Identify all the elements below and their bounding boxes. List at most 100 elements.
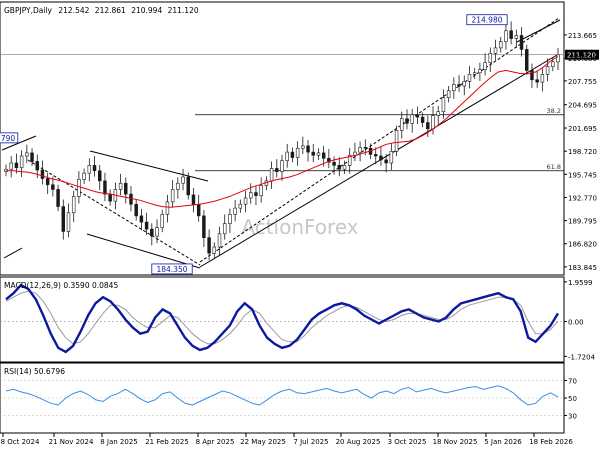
macd-title: MACD(12,26,9) 0.3590 0.0845 [4,281,118,290]
candle-body [347,154,352,166]
candle-body [551,61,555,67]
candle-body [384,159,388,164]
price-panel: ActionForex 38.2 61.8 211.120 214.980 184.… [0,1,599,276]
candle-body [441,97,446,112]
left-upper-channel-line [1,135,37,151]
candle-body [9,162,13,170]
x-axis-tick-label: 3 Oct 2025 [388,438,427,446]
candle-body [103,180,107,195]
candle-body [176,182,180,190]
fib-level-label: 38.2 [547,107,561,115]
x-axis-tick-label: 22 May 2025 [240,438,286,446]
price-y-tick-label: 213.665 [568,32,597,40]
candle-body [228,214,232,224]
price-y-tick-label: 192.770 [568,194,597,202]
rising-channel-dashed-line [199,17,560,263]
candle-body [51,184,55,190]
candle-body [269,168,274,182]
upper-channel-line-right [516,19,561,43]
macd-y-axis: 1.9599 0.00 -1.7204 [564,279,596,361]
candle-body [332,161,336,166]
candle-body [493,47,498,54]
candle-body [472,72,477,75]
candle-body [306,145,310,153]
x-axis-tick-label: 7 Jul 2025 [293,438,328,446]
candle-body [275,168,279,172]
macd-signal-line [5,290,559,345]
rsi-y-axis: 70 50 30 [564,378,577,421]
x-axis-tick-label: 21 Nov 2024 [49,438,94,446]
price-annotation-label: 790 [1,134,16,143]
rsi-panel: RSI(14) 50.6796 70 50 30 [0,362,577,434]
candle-body [280,160,284,172]
candle-body [374,154,378,157]
price-y-tick-label: 207.755 [568,78,597,86]
candle-body [389,151,394,164]
macd-panel-frame [0,276,565,363]
left-lower-channel-line [3,247,23,259]
x-axis-tick-label: 20 Aug 2025 [336,438,381,446]
fib-level-label: 61.8 [547,163,561,171]
rsi-title: RSI(14) 50.6796 [4,367,65,376]
rising-support-trendline [199,54,558,268]
price-y-tick-label: 201.695 [568,125,597,133]
candle-body [108,193,112,202]
macd-panel: MACD(12,26,9) 0.3590 0.0845 1.9599 0.00 -1… [0,276,596,363]
candle-body [233,207,237,215]
macd-y-tick-label: 1.9599 [568,279,593,287]
header-open: 212.542 [58,6,89,15]
candle-body [301,145,305,149]
candle-body [321,152,326,159]
candle-body [415,114,420,118]
candle-body [462,81,466,87]
header-high: 212.861 [95,6,126,15]
candle-body [19,155,24,168]
candle-body [290,151,295,158]
price-y-tick-label: 204.695 [568,102,597,110]
current-price-tag-label: 211.120 [567,52,596,60]
candle-body [311,151,315,156]
candle-body [467,74,472,82]
candle-body [139,215,144,223]
candle-body [394,130,399,152]
candle-body [337,165,342,170]
candle-body [61,206,66,232]
x-axis-tick-label: 18 Feb 2026 [529,438,573,446]
candle-body [316,152,321,156]
candle-body [488,53,493,63]
price-annotation-box [0,132,19,144]
price-annotation-label: 184.350 [156,265,187,274]
candle-body [259,185,263,196]
rsi-y-tick-label: 50 [568,395,577,403]
candle-body [87,165,92,174]
candle-body [25,152,29,157]
candle-body [118,182,123,190]
candle-body [545,66,550,75]
candle-body [165,201,170,215]
macd-line [5,283,560,354]
rsi-y-tick-label: 70 [568,378,577,386]
current-price-line: 211.120 [0,49,599,60]
candle-body [540,74,545,83]
candle-body [124,182,128,195]
candle-body [98,170,102,182]
price-annotation-label: 214.980 [471,16,502,25]
candles [4,21,560,261]
candle-body [191,194,196,205]
price-y-tick-label: 198.720 [568,148,597,156]
candle-body [379,155,383,161]
candle-body [431,115,435,130]
candle-body [457,84,461,87]
candle-body [483,62,487,70]
candle-body [134,203,138,217]
x-axis-tick-label: 8 Oct 2024 [1,438,40,446]
candle-body [66,212,71,232]
candle-body [14,162,19,168]
candle-body [498,41,503,49]
candle-body [436,111,440,116]
macd-y-tick-label: 0.00 [568,319,584,327]
candle-body [405,118,409,124]
candle-body [535,79,539,83]
candle-body [71,196,76,214]
